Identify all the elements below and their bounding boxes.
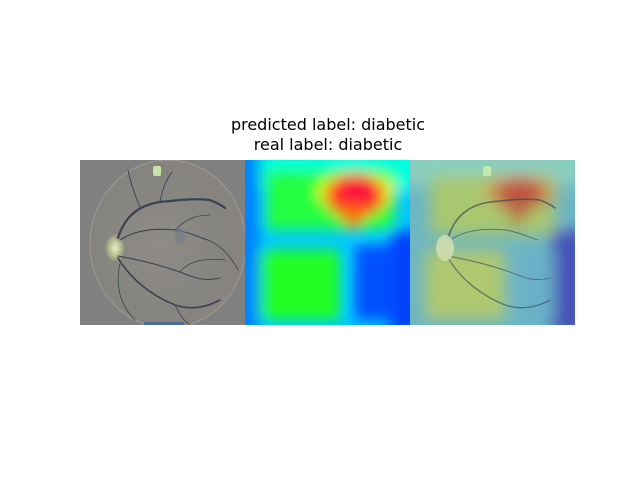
retina-fundus-image (80, 160, 245, 325)
saliency-heatmap (245, 160, 410, 325)
real-label-title: real label: diabetic (253, 135, 403, 154)
predicted-label-title: predicted label: diabetic (230, 115, 426, 134)
heatmap-overlay (410, 160, 575, 325)
